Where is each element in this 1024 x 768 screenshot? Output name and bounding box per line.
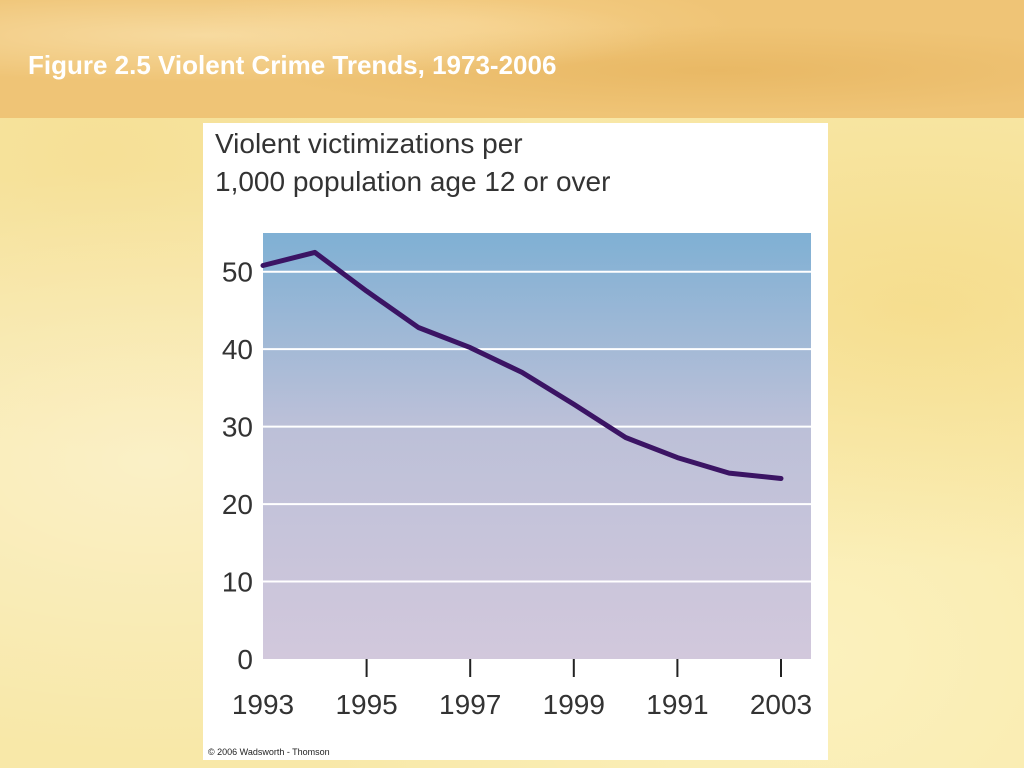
x-tick-label-5: 2003 (750, 689, 812, 720)
chart-title-line-1: Violent victimizations per (215, 128, 523, 159)
y-tick-label-40: 40 (222, 334, 253, 365)
plot-area (263, 233, 811, 659)
x-tick-label-0: 1993 (232, 689, 294, 720)
x-tick-label-2: 1997 (439, 689, 501, 720)
y-tick-label-50: 50 (222, 257, 253, 288)
y-tick-label-10: 10 (222, 567, 253, 598)
series-violent-victimizations (260, 249, 784, 481)
x-tick-label-4: 1991 (646, 689, 708, 720)
y-tick-label-20: 20 (222, 489, 253, 520)
chart-title-line-2: 1,000 population age 12 or over (215, 166, 610, 197)
slide-title: Figure 2.5 Violent Crime Trends, 1973-20… (28, 50, 557, 80)
y-axis-tick-labels: 0 10 20 30 40 50 (222, 257, 253, 675)
x-axis-ticks: 1993 1995 1997 1999 1991 2003 (232, 659, 812, 720)
x-tick-label-1: 1995 (335, 689, 397, 720)
title-band (0, 0, 1024, 118)
y-tick-label-30: 30 (222, 412, 253, 443)
gridlines (263, 270, 811, 583)
copyright-note: © 2006 Wadsworth - Thomson (208, 747, 330, 757)
figure-panel: Violent victimizations per 1,000 populat… (203, 123, 828, 760)
line-chart: Violent victimizations per 1,000 populat… (215, 128, 812, 720)
y-tick-label-0: 0 (237, 644, 253, 675)
x-tick-label-3: 1999 (543, 689, 605, 720)
